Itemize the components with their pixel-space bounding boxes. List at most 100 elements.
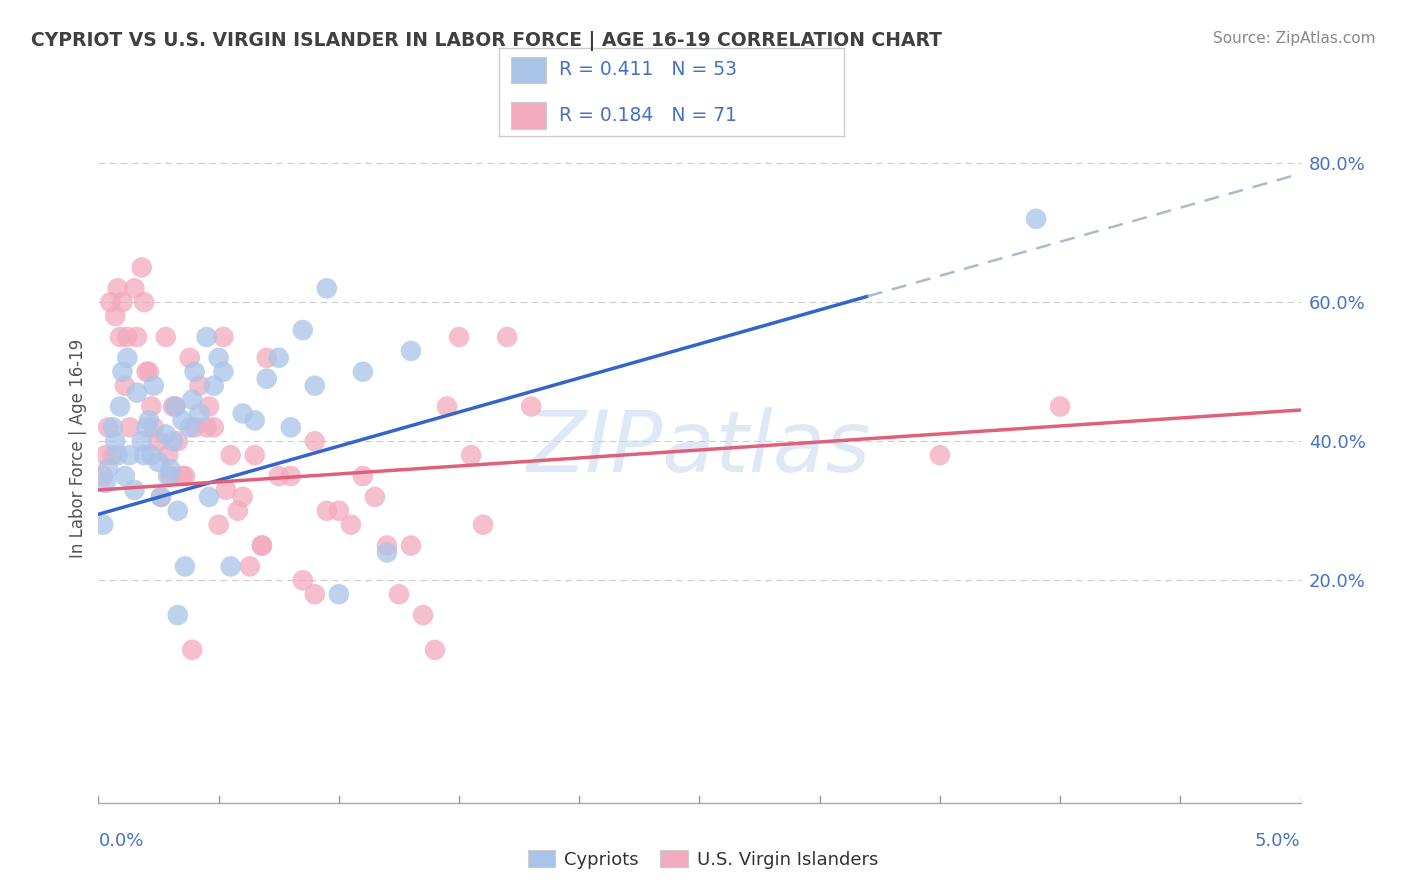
Point [142,420,165,434]
Point [165,400,187,414]
Point [94,448,117,462]
Point [375,545,398,559]
Point [141,400,163,414]
Point [157,448,180,462]
Point [328,587,350,601]
Point [111,365,134,379]
Point [340,517,363,532]
Point [138,365,160,379]
Point [138,413,160,427]
Point [118,420,141,434]
Point [460,448,482,462]
Point [195,330,218,344]
Text: CYPRIOT VS U.S. VIRGIN ISLANDER IN LABOR FORCE | AGE 16-19 CORRELATION CHART: CYPRIOT VS U.S. VIRGIN ISLANDER IN LABOR… [31,31,942,51]
Point [148,434,170,449]
Point [1049,400,1071,414]
Point [256,351,278,365]
Point [243,448,266,462]
Point [165,400,187,414]
Point [202,378,225,392]
Point [250,539,273,553]
Point [436,400,458,414]
Point [215,483,238,497]
Bar [512,57,546,83]
Point [202,420,225,434]
Point [375,539,398,553]
Point [304,378,326,392]
Point [91,517,114,532]
Point [117,351,139,365]
Point [166,434,188,449]
Point [114,469,136,483]
Point [304,587,326,601]
Point [208,517,231,532]
Point [108,400,131,414]
Point [114,378,136,392]
Point [291,323,314,337]
Point [132,295,155,310]
Point [226,504,249,518]
Point [183,365,205,379]
Point [267,351,290,365]
Point [100,295,122,310]
Point [399,539,422,553]
Point [135,420,157,434]
Point [188,407,211,421]
Point [388,587,411,601]
Point [131,260,153,275]
Point [412,608,434,623]
Point [250,539,273,553]
Point [243,413,266,427]
Point [166,608,188,623]
Point [142,378,165,392]
Point [124,483,146,497]
Point [97,420,120,434]
Point [267,469,290,483]
Point [929,448,952,462]
Point [212,365,235,379]
Point [208,351,231,365]
Point [219,559,242,574]
Point [364,490,387,504]
Point [149,490,172,504]
Point [232,490,254,504]
Point [91,469,114,483]
Point [447,330,470,344]
Point [124,281,146,295]
Point [172,469,194,483]
Point [155,427,177,442]
Point [162,434,184,449]
Point [256,372,278,386]
Point [181,392,204,407]
Text: 5.0%: 5.0% [1256,832,1301,850]
Point [107,281,129,295]
Point [125,330,148,344]
Point [141,448,163,462]
Text: Source: ZipAtlas.com: Source: ZipAtlas.com [1212,31,1375,46]
Point [125,385,148,400]
Point [117,330,139,344]
Point [108,330,131,344]
Point [159,469,181,483]
Point [280,420,302,434]
Point [195,420,218,434]
Point [174,559,197,574]
Point [166,504,188,518]
Point [181,643,204,657]
Point [131,434,153,449]
Y-axis label: In Labor Force | Age 16-19: In Labor Force | Age 16-19 [69,339,87,558]
Text: R = 0.184   N = 71: R = 0.184 N = 71 [560,105,737,125]
Text: 0.0%: 0.0% [98,832,143,850]
Point [174,469,197,483]
Point [107,448,129,462]
Point [148,455,170,469]
Point [111,295,134,310]
Point [198,490,221,504]
Point [291,574,314,588]
Point [183,420,205,434]
Point [219,448,242,462]
Point [104,434,127,449]
Point [157,469,180,483]
Text: R = 0.411   N = 53: R = 0.411 N = 53 [560,60,737,79]
Point [423,643,446,657]
